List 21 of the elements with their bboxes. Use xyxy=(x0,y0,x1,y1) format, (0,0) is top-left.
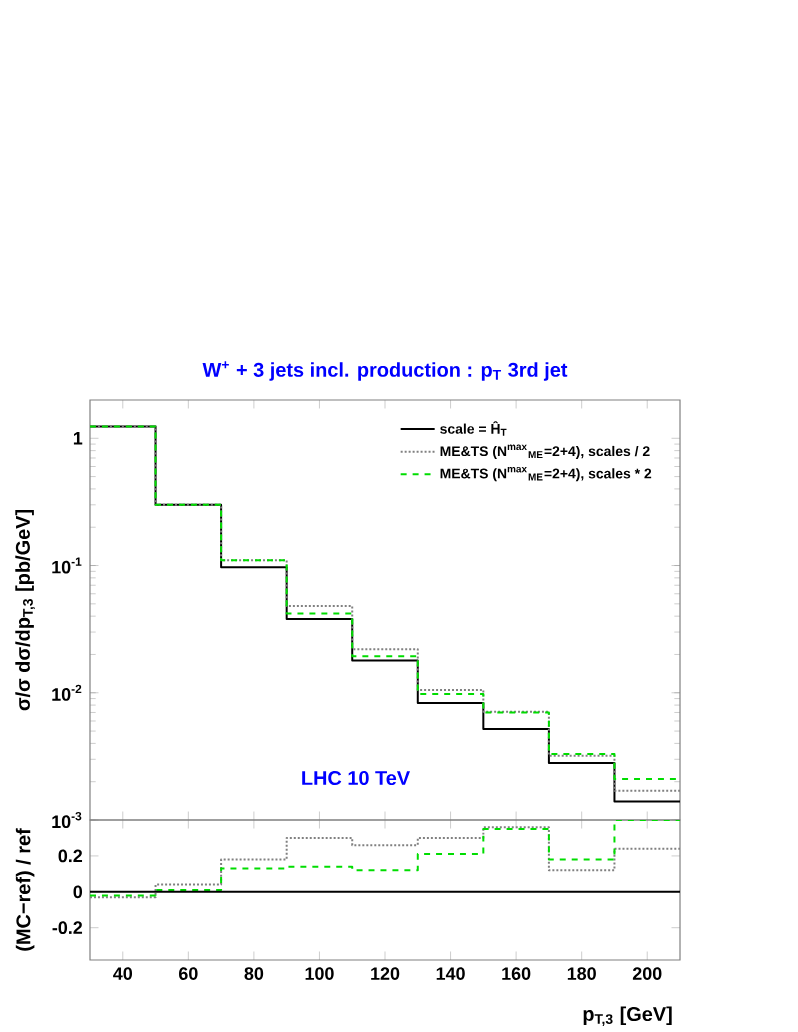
y-tick-label: 0 xyxy=(73,885,83,899)
annotation: LHC 10 TeV xyxy=(302,770,410,786)
x-tick-label: 140 xyxy=(436,967,465,980)
x-tick-label: 160 xyxy=(502,967,531,980)
x-axis-title: p$_{T,3}$ [GeV] xyxy=(583,1006,672,1027)
x-tick-label: 180 xyxy=(567,967,596,980)
x-tick-label: 60 xyxy=(179,967,198,980)
y-tick-label: 0.2 xyxy=(58,849,83,863)
y-tick-label: 10$^{-1}$ xyxy=(52,557,82,574)
y-axis-title: σ/σ dσ/dp$_{T,3}$ [pb/GeV] xyxy=(15,510,35,711)
x-tick-label: 40 xyxy=(113,967,133,980)
y-tick-label: -0.2 xyxy=(52,921,83,935)
x-tick-label: 200 xyxy=(632,967,662,980)
y-axis-title: (MC−ref) / ref xyxy=(15,828,35,951)
chart-title: W$^{+}$ + 3 jets incl. production : p$_{T}$ 3rd jet xyxy=(202,361,568,381)
x-tick-label: 80 xyxy=(244,967,264,980)
y-tick-label: 1 xyxy=(73,432,83,445)
y-tick-label: 10$^{-2}$ xyxy=(52,684,82,701)
x-tick-label: 100 xyxy=(305,967,334,980)
y-tick-label: 10$^{-3}$ xyxy=(52,811,82,829)
x-tick-label: 120 xyxy=(371,967,400,980)
